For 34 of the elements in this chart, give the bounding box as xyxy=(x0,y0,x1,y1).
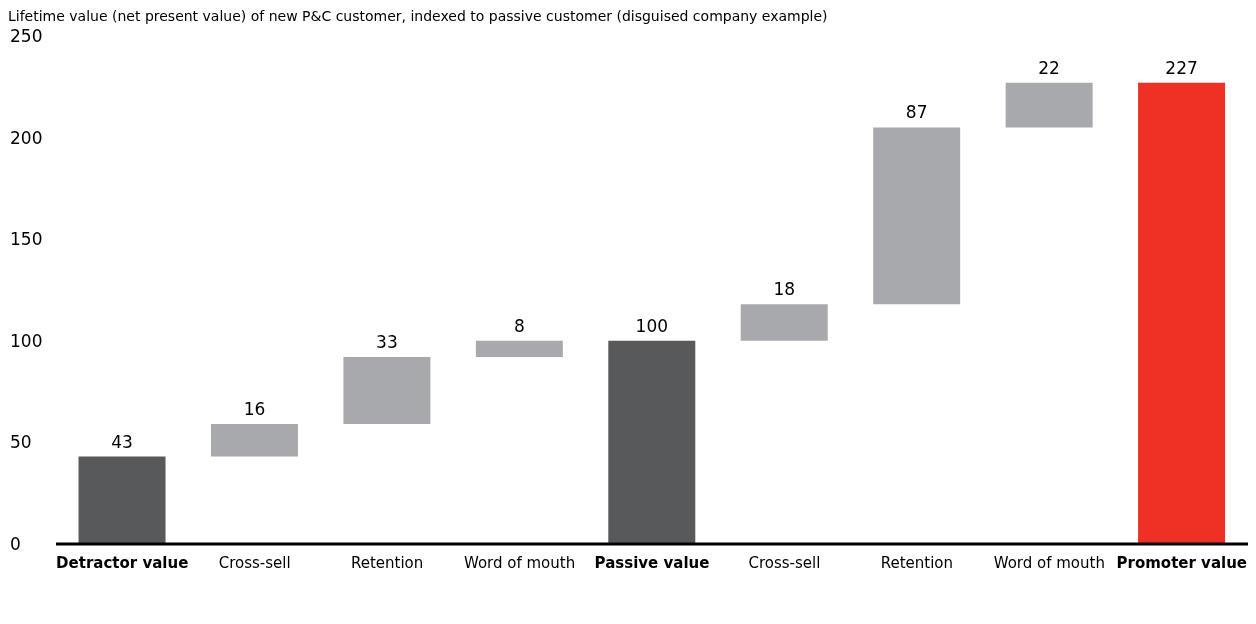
data-label: 18 xyxy=(773,279,796,300)
chart-title: Lifetime value (net present value) of new P&C customer, indexed to passive customer (disguised company example) xyxy=(8,8,829,24)
bar xyxy=(210,424,298,457)
bar xyxy=(343,357,431,425)
data-label: 43 xyxy=(111,431,133,452)
x-tick-label: Promoter value xyxy=(1116,554,1248,572)
x-tick-label: Retention xyxy=(350,554,424,572)
bar xyxy=(608,340,696,544)
data-label: 100 xyxy=(635,315,669,336)
bar xyxy=(740,304,828,341)
data-label: 8 xyxy=(513,315,525,336)
y-tick-label: 200 xyxy=(10,127,43,148)
data-label: 22 xyxy=(1038,57,1060,78)
x-tick-label: Cross-sell xyxy=(218,554,291,572)
data-label: 227 xyxy=(1165,57,1198,78)
bar xyxy=(873,127,961,305)
y-tick-label: 250 xyxy=(10,26,43,47)
data-label: 16 xyxy=(243,399,266,420)
x-tick-label: Cross-sell xyxy=(748,554,821,572)
y-tick-label: 100 xyxy=(10,330,43,351)
y-tick-label: 50 xyxy=(10,432,32,453)
bar xyxy=(475,340,563,358)
bar xyxy=(1005,82,1093,128)
x-tick-label: Word of mouth xyxy=(993,554,1105,572)
data-label: 87 xyxy=(905,102,928,123)
data-label: 33 xyxy=(376,332,398,353)
x-tick-label: Detractor value xyxy=(56,554,189,572)
y-tick-label: 150 xyxy=(10,229,43,250)
x-tick-label: Passive value xyxy=(594,554,710,572)
x-tick-label: Retention xyxy=(880,554,954,572)
y-tick-label: 0 xyxy=(10,534,21,555)
bar xyxy=(78,456,166,544)
x-tick-label: Word of mouth xyxy=(463,554,576,572)
bar xyxy=(1138,82,1226,544)
